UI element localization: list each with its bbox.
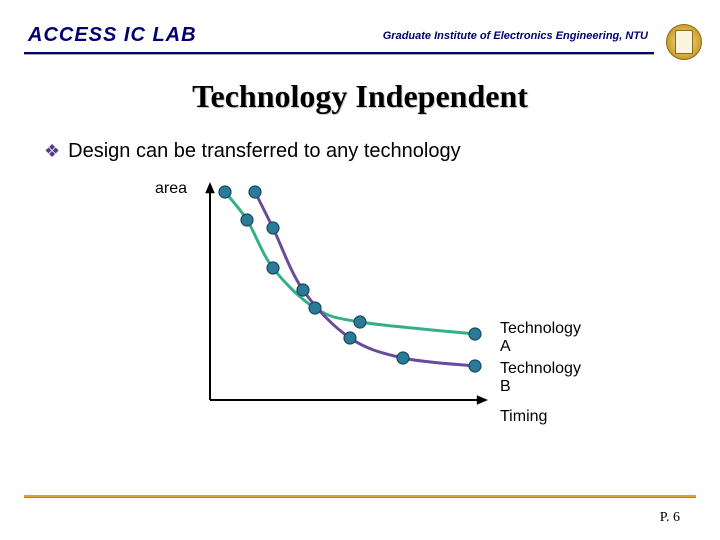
area-timing-chart: area Technology A Technology B Timing (155, 180, 495, 430)
curve-label-tech-a: Technology A (500, 320, 581, 356)
footer-rule (24, 495, 696, 498)
bullet-item: ❖ Design can be transferred to any techn… (44, 140, 461, 163)
diamond-bullet-icon: ❖ (44, 141, 60, 162)
page-number: P. 6 (660, 510, 680, 526)
x-axis-label: Timing (500, 408, 547, 426)
institute-name: Graduate Institute of Electronics Engine… (383, 30, 648, 42)
header-rule (24, 52, 654, 55)
lab-name: ACCESS IC LAB (28, 24, 197, 47)
y-axis-label: area (155, 180, 187, 198)
logo-inner-icon (675, 30, 693, 54)
bullet-text: Design can be transferred to any technol… (68, 140, 460, 163)
curve-label-tech-b: Technology B (500, 360, 581, 396)
chart-svg (155, 180, 495, 430)
slide-title: Technology Independent (0, 78, 720, 115)
ntu-logo-icon (666, 24, 702, 60)
